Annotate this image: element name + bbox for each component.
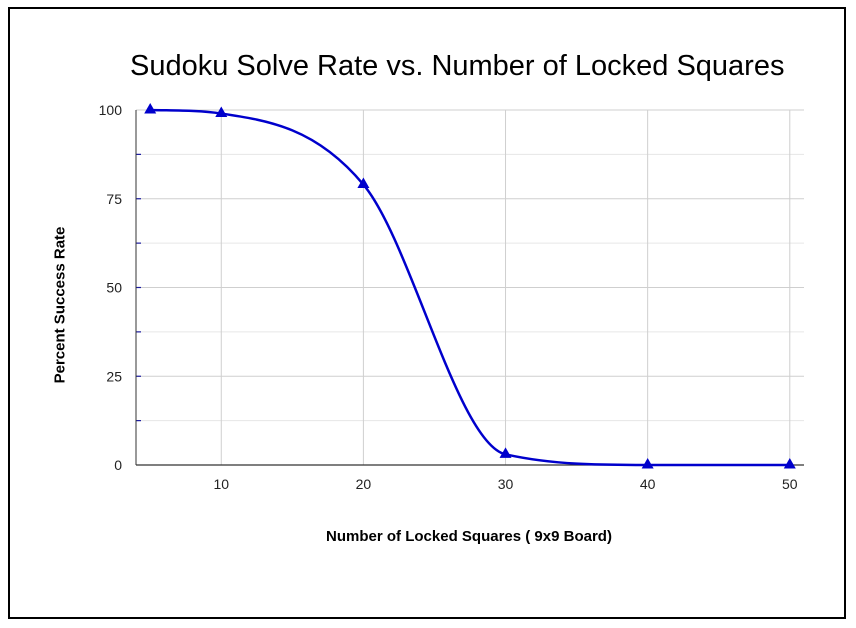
x-tick-label: 10: [213, 476, 229, 492]
y-tick-label: 100: [99, 102, 123, 118]
x-axis-title: Number of Locked Squares ( 9x9 Board): [326, 528, 612, 545]
data-point-marker: [499, 447, 512, 458]
data-point-marker: [783, 458, 796, 469]
data-point-marker: [357, 177, 370, 189]
y-tick-label: 75: [106, 191, 122, 207]
gridlines: [136, 109, 804, 466]
x-tick-label: 50: [782, 476, 798, 492]
y-tick-label: 0: [114, 457, 122, 473]
x-tick-label: 40: [640, 476, 656, 492]
x-tick-label: 20: [356, 476, 372, 492]
data-point-marker: [215, 106, 228, 118]
series: [144, 103, 796, 469]
y-tick-label: 50: [106, 280, 122, 296]
series-line: [150, 108, 790, 467]
data-point-marker: [144, 103, 157, 114]
x-tick-label: 30: [498, 476, 514, 492]
axes: 0 25 50 75 100 10 20 30 40 50: [99, 102, 804, 492]
y-tick-label: 25: [106, 368, 122, 384]
data-point-marker: [641, 458, 654, 469]
chart-title: Sudoku Solve Rate vs. Number of Locked S…: [130, 50, 785, 82]
